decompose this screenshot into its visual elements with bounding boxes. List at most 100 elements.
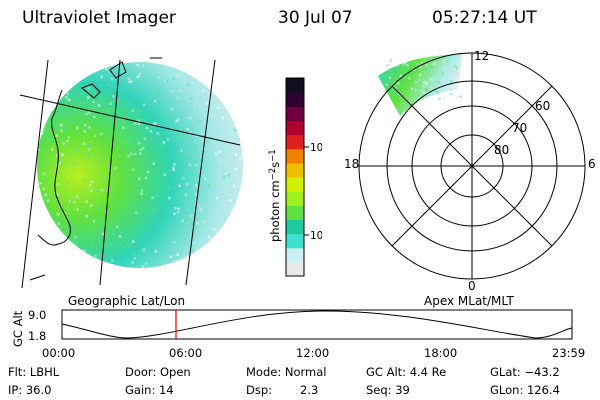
- speckle-pixel: [149, 201, 152, 204]
- speckle-pixel: [413, 68, 416, 71]
- speckle-pixel: [197, 251, 200, 254]
- speckle-pixel: [67, 181, 70, 185]
- speckle-pixel: [46, 199, 50, 202]
- speckle-pixel: [433, 62, 436, 65]
- speckle-pixel: [87, 72, 90, 75]
- speckle-pixel: [118, 242, 122, 245]
- speckle-pixel: [170, 108, 174, 111]
- speckle-pixel: [405, 58, 408, 61]
- speckle-pixel: [72, 162, 75, 166]
- colorbar-strip: [286, 120, 304, 136]
- speckle-pixel: [191, 223, 195, 226]
- speckle-pixel: [183, 221, 186, 224]
- speckle-pixel: [219, 159, 222, 162]
- speckle-pixel: [86, 210, 89, 214]
- speckle-pixel: [59, 160, 62, 163]
- mlat-80-label: 80: [494, 143, 509, 157]
- speckle-pixel: [224, 185, 227, 188]
- speckle-pixel: [397, 64, 400, 67]
- speckle-pixel: [132, 94, 136, 97]
- speckle-pixel: [129, 80, 133, 84]
- speckle-pixel: [444, 71, 447, 75]
- speckle-pixel: [99, 68, 103, 71]
- speckle-pixel: [180, 149, 183, 152]
- speckle-pixel: [61, 153, 65, 156]
- speckle-pixel: [192, 67, 195, 70]
- orbit-xtick-2: 12:00: [296, 346, 330, 360]
- speckle-pixel: [208, 96, 211, 100]
- speckle-pixel: [37, 162, 40, 165]
- colorbar-units: photon cm−2s−1: [268, 149, 282, 242]
- speckle-pixel: [190, 170, 193, 174]
- speckle-pixel: [421, 89, 424, 93]
- colorbar-strips: [286, 78, 304, 277]
- speckle-pixel: [108, 109, 111, 113]
- speckle-pixel: [61, 126, 65, 129]
- speckle-pixel: [194, 134, 197, 137]
- speckle-pixel: [85, 214, 88, 217]
- speckle-pixel: [108, 263, 111, 266]
- speckle-pixel: [51, 148, 54, 151]
- speckle-pixel: [37, 104, 41, 107]
- mlat-60-label: 60: [535, 99, 550, 113]
- speckle-pixel: [60, 129, 63, 133]
- speckle-pixel: [207, 184, 211, 188]
- speckle-pixel: [65, 95, 68, 99]
- speckle-pixel: [64, 99, 67, 102]
- speckle-pixel: [59, 104, 62, 107]
- speckle-pixel: [85, 112, 88, 116]
- speckle-pixel: [76, 148, 79, 151]
- speckle-pixel: [133, 87, 137, 91]
- speckle-pixel: [57, 222, 60, 225]
- speckle-pixel: [237, 79, 240, 82]
- colorbar-tick-marks: [304, 146, 309, 236]
- speckle-pixel: [405, 73, 408, 76]
- speckle-pixel: [222, 83, 225, 87]
- speckle-pixel: [228, 68, 232, 72]
- speckle-pixel: [41, 265, 44, 268]
- speckle-pixel: [190, 97, 193, 101]
- speckle-pixel: [76, 195, 79, 199]
- mlt-12-label: 12: [474, 49, 489, 63]
- speckle-pixel: [127, 77, 131, 80]
- time-label: 05:27:14 UT: [432, 8, 537, 28]
- speckle-pixel: [73, 200, 76, 204]
- speckle-pixel: [37, 108, 41, 112]
- speckle-pixel: [121, 120, 125, 124]
- speckle-pixel: [142, 78, 145, 81]
- speckle-pixel: [122, 246, 126, 249]
- speckle-pixel: [131, 261, 134, 264]
- speckle-pixel: [60, 133, 63, 137]
- speckle-pixel: [134, 172, 137, 175]
- speckle-pixel: [224, 172, 227, 176]
- speckle-pixel: [145, 126, 149, 130]
- speckle-pixel: [156, 132, 159, 135]
- speckle-pixel: [100, 75, 103, 79]
- speckle-pixel: [208, 235, 211, 239]
- geo-grid: [19, 59, 241, 289]
- speckle-pixel: [112, 95, 115, 98]
- app-title: Ultraviolet Imager: [22, 8, 176, 28]
- speckle-pixel: [88, 155, 91, 159]
- ip-info: IP: 36.0: [8, 383, 52, 397]
- speckle-pixel: [168, 186, 171, 190]
- speckle-pixel: [96, 189, 100, 193]
- speckle-pixel: [156, 194, 159, 197]
- mode-info: Mode: Normal: [246, 365, 327, 379]
- speckle-pixel: [122, 164, 126, 167]
- speckle-pixel: [195, 163, 198, 167]
- colorbar-strip: [286, 233, 304, 249]
- speckle-pixel: [38, 217, 42, 221]
- orbit-altitude-plot: GC Alt 9.0 1.8: [11, 308, 573, 347]
- speckle-pixel: [68, 199, 71, 203]
- speckle-pixel: [437, 89, 440, 92]
- speckle-pixel: [424, 88, 427, 92]
- speckle-pixel: [153, 207, 156, 210]
- speckle-pixel: [219, 257, 223, 260]
- speckle-pixel: [195, 192, 199, 196]
- speckle-pixel: [211, 228, 214, 231]
- speckle-pixel: [84, 124, 87, 127]
- speckle-pixel: [203, 177, 207, 180]
- speckle-pixel: [194, 159, 197, 163]
- speckle-pixel: [455, 96, 458, 100]
